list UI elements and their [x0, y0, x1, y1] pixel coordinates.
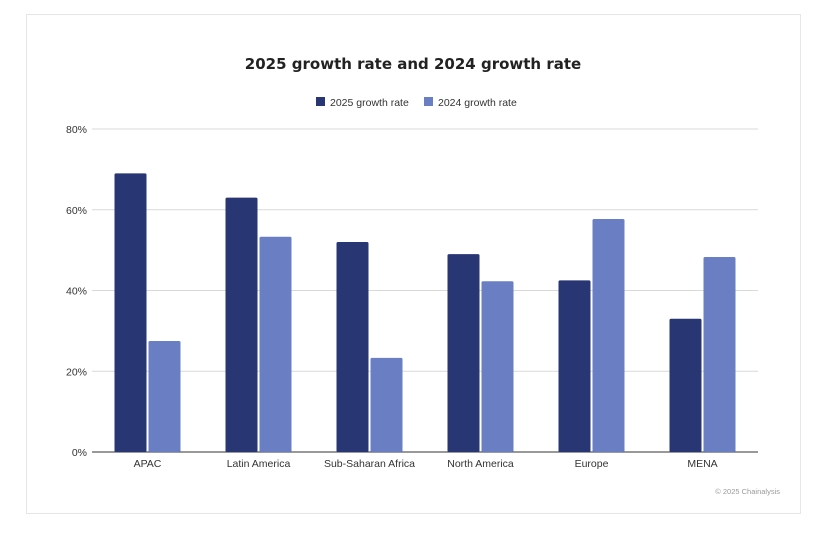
bar-2025-latin-america: [225, 197, 258, 452]
x-tick-label: MENA: [687, 458, 717, 470]
bar-2024-sub-saharan-africa: [370, 357, 403, 452]
bar-2024-europe: [592, 219, 625, 452]
x-tick-label: Latin America: [227, 458, 291, 470]
y-axis: 0% 20% 40% 60% 80%: [66, 124, 87, 459]
bar-2025-apac: [114, 173, 147, 452]
legend-swatch-2024: [424, 97, 433, 106]
y-tick-label: 80%: [66, 124, 87, 136]
bar-2025-sub-saharan-africa: [336, 242, 369, 452]
bar-2024-apac: [148, 340, 181, 452]
bar-2024-north-america: [481, 281, 514, 452]
bar-2024-latin-america: [259, 236, 292, 452]
x-tick-label: Europe: [575, 458, 609, 470]
chart-title: 2025 growth rate and 2024 growth rate: [245, 55, 581, 73]
y-tick-label: 40%: [66, 286, 87, 298]
legend-label-2025: 2025 growth rate: [330, 97, 409, 109]
x-tick-label: APAC: [134, 458, 162, 470]
legend-label-2024: 2024 growth rate: [438, 97, 517, 109]
bar-2024-mena: [703, 256, 736, 452]
bar-2025-europe: [558, 280, 591, 452]
x-axis: APAC Latin America Sub-Saharan Africa North…: [134, 458, 718, 470]
x-tick-label: North America: [447, 458, 514, 470]
bars: [114, 173, 736, 452]
bar-2025-mena: [669, 318, 702, 452]
y-tick-label: 0%: [72, 447, 87, 459]
y-tick-label: 20%: [66, 366, 87, 378]
y-tick-label: 60%: [66, 205, 87, 217]
legend: 2025 growth rate 2024 growth rate: [316, 97, 517, 109]
x-tick-label: Sub-Saharan Africa: [324, 458, 415, 470]
bar-2025-north-america: [447, 254, 480, 452]
gridlines: [92, 128, 758, 453]
legend-swatch-2025: [316, 97, 325, 106]
credit-text: © 2025 Chainalysis: [715, 487, 780, 496]
